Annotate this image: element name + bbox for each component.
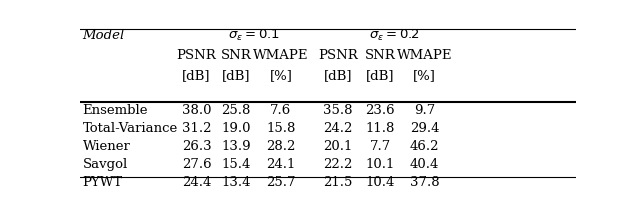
Text: 25.7: 25.7 xyxy=(266,176,296,189)
Text: [%]: [%] xyxy=(413,69,436,82)
Text: 21.5: 21.5 xyxy=(323,176,353,189)
Text: [dB]: [dB] xyxy=(366,69,394,82)
Text: Wiener: Wiener xyxy=(83,140,131,153)
Text: PYWT: PYWT xyxy=(83,176,123,189)
Text: [dB]: [dB] xyxy=(182,69,211,82)
Text: 24.4: 24.4 xyxy=(182,176,211,189)
Text: 37.8: 37.8 xyxy=(410,176,440,189)
Text: 15.4: 15.4 xyxy=(221,158,251,171)
Text: WMAPE: WMAPE xyxy=(397,49,452,62)
Text: [dB]: [dB] xyxy=(222,69,250,82)
Text: $\sigma_\epsilon = 0.1$: $\sigma_\epsilon = 0.1$ xyxy=(228,28,280,43)
Text: 7.6: 7.6 xyxy=(270,104,291,117)
Text: 31.2: 31.2 xyxy=(182,122,211,135)
Text: 7.7: 7.7 xyxy=(369,140,390,153)
Text: 46.2: 46.2 xyxy=(410,140,440,153)
Text: $\sigma_\epsilon = 0.2$: $\sigma_\epsilon = 0.2$ xyxy=(369,28,420,43)
Text: 26.3: 26.3 xyxy=(182,140,211,153)
Text: 27.6: 27.6 xyxy=(182,158,211,171)
Text: 10.4: 10.4 xyxy=(365,176,395,189)
Text: 24.2: 24.2 xyxy=(323,122,353,135)
Text: 13.4: 13.4 xyxy=(221,176,251,189)
Text: 25.8: 25.8 xyxy=(221,104,251,117)
Text: [%]: [%] xyxy=(269,69,292,82)
Text: 13.9: 13.9 xyxy=(221,140,251,153)
Text: 10.1: 10.1 xyxy=(365,158,395,171)
Text: 23.6: 23.6 xyxy=(365,104,395,117)
Text: SNR: SNR xyxy=(365,49,396,62)
Text: Total-Variance: Total-Variance xyxy=(83,122,178,135)
Text: Model: Model xyxy=(83,29,125,42)
Text: 9.7: 9.7 xyxy=(414,104,435,117)
Text: 40.4: 40.4 xyxy=(410,158,440,171)
Text: WMAPE: WMAPE xyxy=(253,49,308,62)
Text: SNR: SNR xyxy=(221,49,252,62)
Text: 22.2: 22.2 xyxy=(323,158,353,171)
Text: PSNR: PSNR xyxy=(177,49,216,62)
Text: PSNR: PSNR xyxy=(318,49,358,62)
Text: Ensemble: Ensemble xyxy=(83,104,148,117)
Text: 15.8: 15.8 xyxy=(266,122,296,135)
Text: 11.8: 11.8 xyxy=(365,122,395,135)
Text: [dB]: [dB] xyxy=(324,69,352,82)
Text: 35.8: 35.8 xyxy=(323,104,353,117)
Text: Savgol: Savgol xyxy=(83,158,128,171)
Text: 38.0: 38.0 xyxy=(182,104,211,117)
Text: 24.1: 24.1 xyxy=(266,158,296,171)
Text: 29.4: 29.4 xyxy=(410,122,440,135)
Text: 20.1: 20.1 xyxy=(323,140,353,153)
Text: 28.2: 28.2 xyxy=(266,140,296,153)
Text: 19.0: 19.0 xyxy=(221,122,251,135)
